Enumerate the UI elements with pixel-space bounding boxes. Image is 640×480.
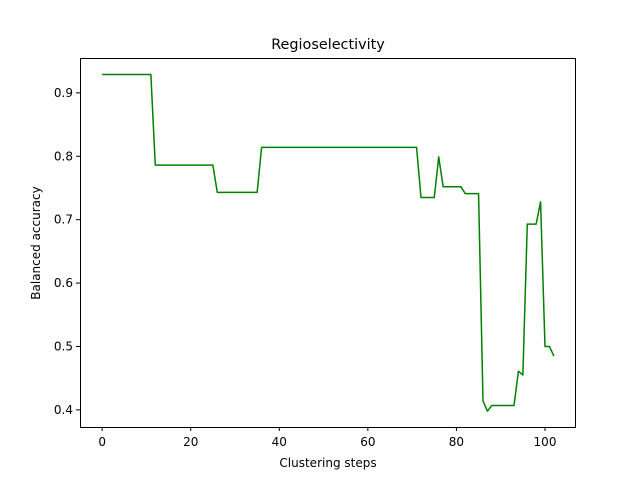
x-tick-label: 60 bbox=[360, 435, 375, 449]
y-tick-label: 0.8 bbox=[54, 149, 73, 163]
x-tick-label: 100 bbox=[534, 435, 557, 449]
y-tick-label: 0.5 bbox=[54, 339, 73, 353]
y-tick-label: 0.4 bbox=[54, 403, 73, 417]
series-line-0 bbox=[102, 73, 555, 412]
x-axis-label: Clustering steps bbox=[279, 456, 376, 470]
y-tick-label: 0.9 bbox=[54, 86, 73, 100]
axes-frame bbox=[80, 58, 576, 428]
x-tick-label: 20 bbox=[183, 435, 198, 449]
y-axis: 0.4 0.5 0.6 0.7 0.8 0.9 bbox=[54, 86, 80, 417]
x-axis: 0 20 40 60 80 100 bbox=[98, 427, 556, 449]
y-tick-label: 0.7 bbox=[54, 213, 73, 227]
x-tick-label: 40 bbox=[272, 435, 287, 449]
y-axis-label: Balanced accuracy bbox=[29, 186, 43, 299]
chart-title: Regioselectivity bbox=[271, 37, 385, 53]
x-tick-label: 0 bbox=[98, 435, 106, 449]
y-tick-label: 0.6 bbox=[54, 276, 73, 290]
plot-area bbox=[102, 73, 555, 412]
x-tick-label: 80 bbox=[449, 435, 464, 449]
